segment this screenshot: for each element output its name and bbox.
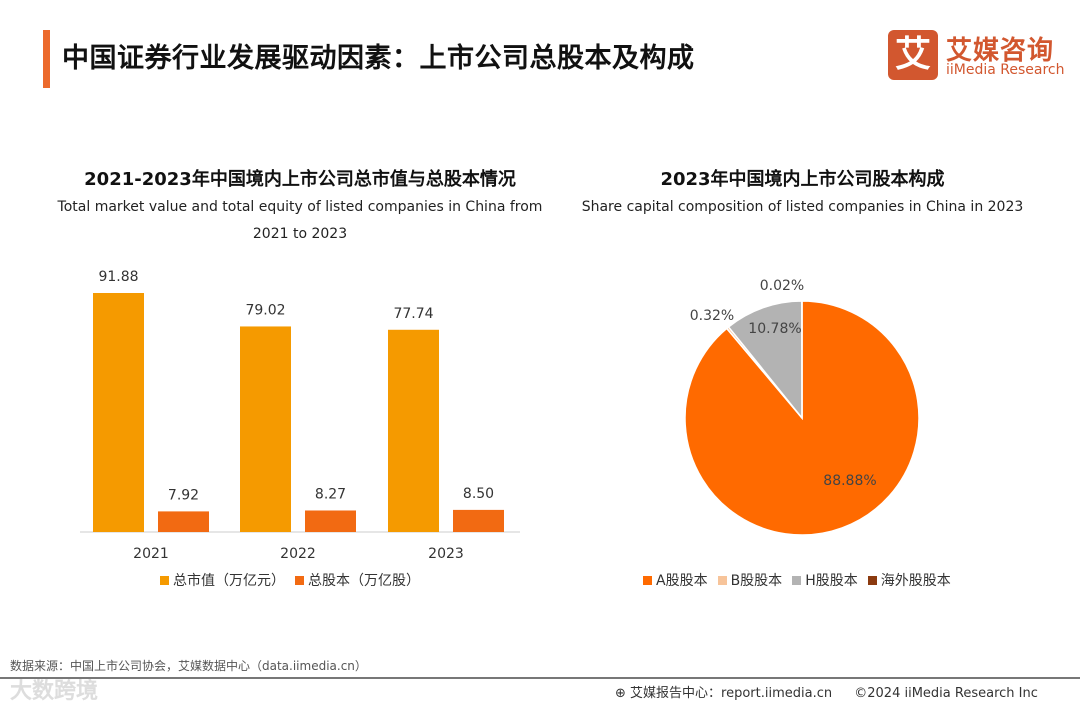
x-tick-label: 2022 (280, 546, 316, 562)
bar-chart: 91.88 7.92 2021 79.02 8.27 2022 77.74 8.50 2023 (0, 250, 560, 570)
legend-item: 总市值（万亿元） (160, 570, 285, 590)
legend-swatch (868, 576, 877, 585)
bar-chart-title: 2021-2023年中国境内上市公司总市值与总股本情况 (40, 165, 560, 191)
legend-swatch (295, 576, 304, 585)
pie-chart: 88.88% 0.32% 10.78% 0.02% (620, 270, 980, 560)
x-tick-label: 2023 (428, 546, 464, 562)
data-label: 8.50 (463, 486, 494, 502)
bar-2021-equity (158, 511, 209, 532)
slice-label: 0.02% (760, 278, 804, 294)
data-label: 77.74 (393, 306, 433, 322)
page-title: 中国证券行业发展驱动因素：上市公司总股本及构成 (62, 36, 695, 75)
globe-icon: ⊕ (615, 686, 626, 701)
footer-divider (0, 677, 1080, 679)
data-source: 数据来源：中国上市公司协会，艾媒数据中心（data.iimedia.cn） (10, 657, 367, 674)
bar-2023-equity (453, 510, 504, 532)
pie-chart-title: 2023年中国境内上市公司股本构成 (560, 165, 1045, 191)
copyright: ©2024 iiMedia Research Inc (854, 686, 1038, 701)
report-link[interactable]: 艾媒报告中心：report.iimedia.cn (630, 686, 832, 701)
legend-swatch (160, 576, 169, 585)
legend-item: H股股本 (792, 570, 858, 590)
footer: ⊕ 艾媒报告中心：report.iimedia.cn ©2024 iiMedia… (615, 682, 1038, 701)
legend-label: 总股本（万亿股） (308, 573, 420, 589)
logo: 艾 艾媒咨询 iiMedia Research (888, 30, 1068, 82)
legend-swatch (718, 576, 727, 585)
logo-text-en: iiMedia Research (946, 62, 1065, 78)
x-tick-label: 2021 (133, 546, 169, 562)
legend-item: 海外股股本 (868, 570, 951, 590)
pie-chart-subtitle: Share capital composition of listed comp… (560, 194, 1045, 221)
bar-chart-legend: 总市值（万亿元） 总股本（万亿股） (160, 570, 420, 590)
legend-item: A股股本 (643, 570, 708, 590)
legend-item: 总股本（万亿股） (295, 570, 420, 590)
data-label: 8.27 (315, 486, 346, 502)
legend-label: 海外股股本 (881, 573, 951, 589)
bar-chart-subtitle: Total market value and total equity of l… (45, 194, 555, 248)
slice-label: 0.32% (690, 308, 734, 324)
slice-label: 10.78% (748, 321, 801, 337)
legend-swatch (792, 576, 801, 585)
legend-label: A股股本 (656, 573, 708, 589)
slice-label: 88.88% (823, 473, 876, 489)
pie-chart-legend: A股股本 B股股本 H股股本 海外股股本 (643, 570, 951, 590)
bar-2023-market-value (388, 330, 439, 532)
legend-swatch (643, 576, 652, 585)
logo-mark-icon: 艾 (888, 30, 938, 80)
bar-2022-market-value (240, 326, 291, 532)
data-label: 7.92 (168, 487, 199, 503)
legend-item: B股股本 (718, 570, 783, 590)
legend-label: H股股本 (805, 573, 858, 589)
title-accent-bar (43, 30, 50, 88)
data-label: 91.88 (98, 269, 138, 285)
data-label: 79.02 (245, 302, 285, 318)
bar-2022-equity (305, 510, 356, 532)
bar-2021-market-value (93, 293, 144, 532)
legend-label: 总市值（万亿元） (173, 573, 285, 589)
legend-label: B股股本 (731, 573, 783, 589)
